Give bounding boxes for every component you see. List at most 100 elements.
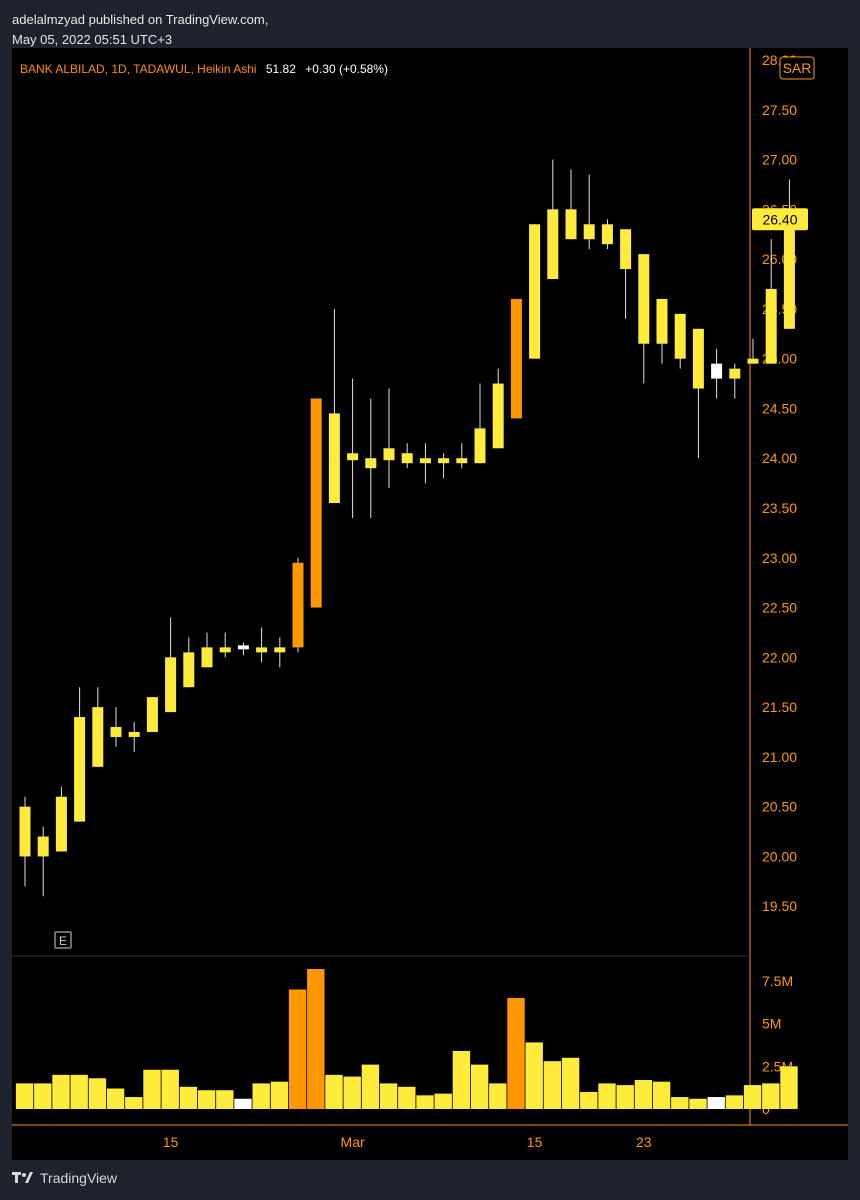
candle-body[interactable] [365,458,377,469]
candle-body[interactable] [310,398,322,608]
volume-bar[interactable] [780,1066,798,1109]
candle-body[interactable] [19,806,31,857]
volume-bar[interactable] [416,1095,434,1109]
time-tick-label: 15 [163,1134,179,1150]
candle-body[interactable] [729,368,741,379]
volume-bar[interactable] [379,1083,398,1109]
candle-body[interactable] [656,298,668,344]
volume-bar[interactable] [398,1086,416,1109]
currency-badge-label: SAR [783,60,812,76]
volume-bar[interactable] [216,1090,234,1109]
volume-bar[interactable] [634,1079,653,1109]
candle-body[interactable] [383,448,395,461]
candle-body[interactable] [510,298,522,419]
candle-body[interactable] [165,657,177,713]
volume-bar[interactable] [307,969,325,1109]
candle-body[interactable] [456,458,468,464]
candle-body[interactable] [419,458,431,464]
volume-bar[interactable] [252,1083,270,1109]
volume-bar[interactable] [234,1098,252,1109]
volume-bar[interactable] [762,1083,780,1109]
candle-body[interactable] [347,453,359,461]
last-price-label: 26.40 [762,211,797,227]
candle-body[interactable] [620,229,632,270]
candle-body[interactable] [783,219,795,329]
candle-body[interactable] [146,697,158,732]
candle-body[interactable] [74,717,86,822]
volume-bar[interactable] [197,1090,216,1109]
volume-bar[interactable] [143,1069,161,1109]
volume-bar[interactable] [288,989,307,1109]
candle-body[interactable] [37,836,49,857]
volume-bar[interactable] [88,1078,107,1109]
volume-bar[interactable] [125,1097,143,1109]
volume-bar[interactable] [598,1083,616,1109]
candlestick-chart[interactable]: 28.0027.5027.0026.5026.0025.5025.0024.50… [12,48,848,1160]
candle-body[interactable] [401,453,413,464]
candle-body[interactable] [328,413,340,504]
candle-body[interactable] [474,428,486,464]
volume-bar[interactable] [361,1064,380,1109]
volume-bar[interactable] [34,1083,52,1109]
volume-tick-label: 5M [762,1016,781,1032]
earnings-marker[interactable] [54,931,72,949]
candle-body[interactable] [565,209,577,240]
candle-body[interactable] [128,732,140,737]
volume-bar[interactable] [452,1050,471,1109]
volume-bar[interactable] [70,1074,88,1109]
volume-bar[interactable] [52,1074,70,1109]
volume-bar[interactable] [543,1061,562,1109]
candle-body[interactable] [219,647,231,653]
candle-body[interactable] [547,209,559,280]
candle-body[interactable] [638,254,650,344]
volume-bar[interactable] [689,1098,707,1109]
candle-body[interactable] [110,727,122,737]
volume-bar[interactable] [489,1083,507,1109]
volume-bar[interactable] [270,1081,289,1109]
candle-body[interactable] [92,707,104,767]
time-tick-label: 15 [527,1134,543,1150]
candle-body[interactable] [256,647,268,653]
volume-bar[interactable] [434,1093,452,1109]
price-tick-label: 22.00 [762,649,797,665]
volume-bar[interactable] [725,1095,744,1109]
volume-bar[interactable] [325,1074,343,1109]
candle-body[interactable] [529,224,541,359]
candle-body[interactable] [438,458,450,464]
volume-bar[interactable] [616,1085,634,1109]
candle-body[interactable] [237,645,249,650]
volume-bar[interactable] [580,1091,598,1109]
candle-body[interactable] [55,796,67,852]
volume-bar[interactable] [652,1081,671,1109]
volume-bar[interactable] [507,998,525,1109]
volume-bar[interactable] [561,1057,580,1109]
candle-body[interactable] [711,363,723,379]
volume-bar[interactable] [525,1042,543,1109]
volume-bar[interactable] [106,1088,125,1109]
volume-bar[interactable] [161,1069,179,1109]
volume-bar[interactable] [743,1085,762,1109]
candle-body[interactable] [183,652,195,688]
volume-bar[interactable] [343,1076,361,1109]
price-tick-label: 24.50 [762,400,797,416]
candle-body[interactable] [201,647,213,668]
volume-tick-label: 7.5M [762,973,793,989]
volume-bar[interactable] [470,1064,489,1109]
last-price-badge [752,208,808,231]
volume-bar[interactable] [15,1083,34,1109]
candle-body[interactable] [674,313,686,359]
volume-bar[interactable] [179,1086,198,1109]
volume-bar[interactable] [671,1097,689,1109]
volume-bar[interactable] [707,1097,725,1109]
candle-body[interactable] [747,358,759,364]
candle-body[interactable] [492,383,504,449]
candle-body[interactable] [765,288,777,364]
chart-area[interactable]: 28.0027.5027.0026.5026.0025.5025.0024.50… [12,48,848,1160]
candle-body[interactable] [601,224,613,245]
candle-body[interactable] [274,647,286,653]
price-tick-label: 27.50 [762,102,797,118]
candle-body[interactable] [692,328,704,389]
candle-body[interactable] [292,562,304,648]
candle-body[interactable] [583,224,595,240]
currency-badge[interactable] [779,56,815,80]
